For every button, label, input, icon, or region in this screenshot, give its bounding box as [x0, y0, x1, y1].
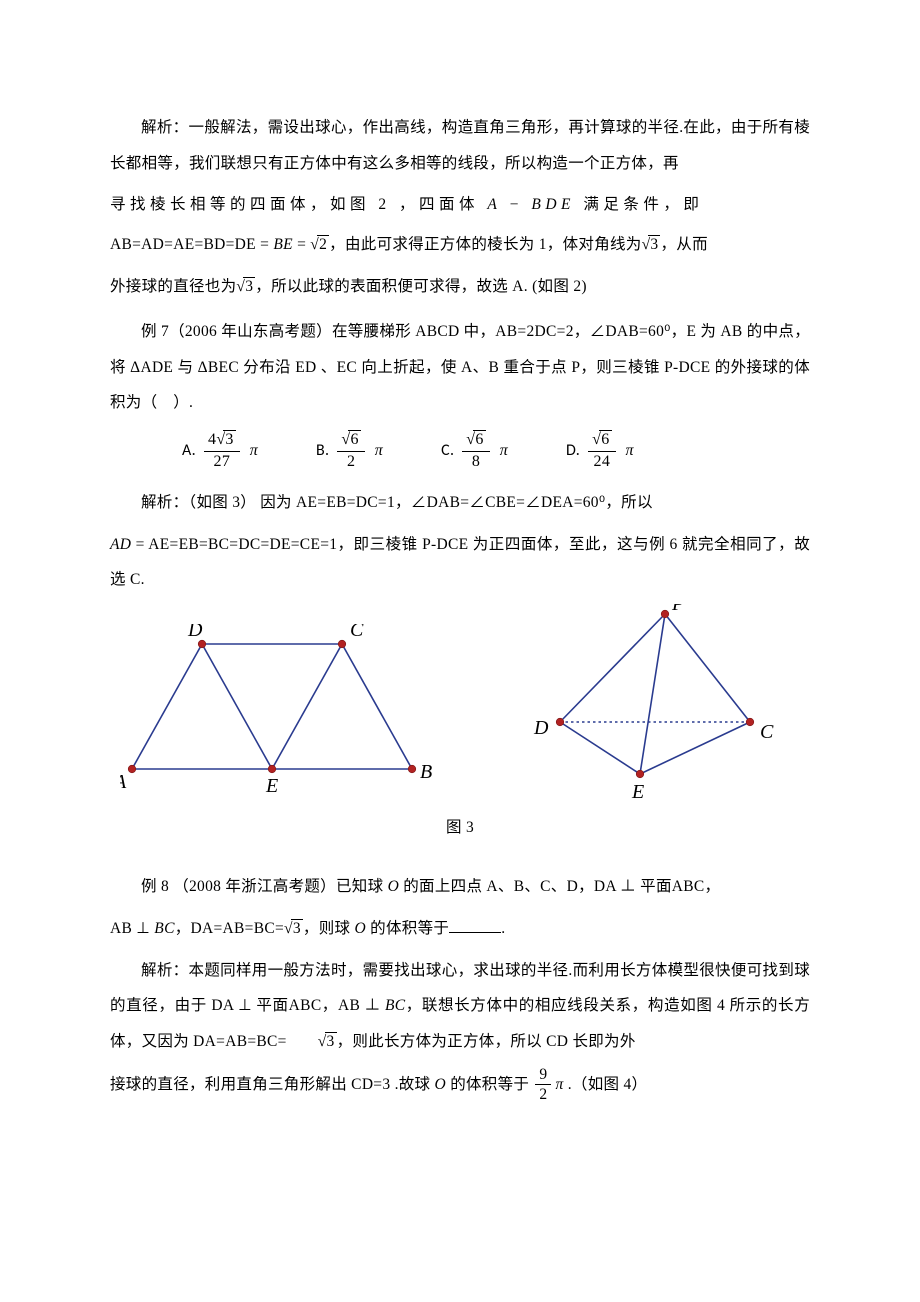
- p4b-mid2: ，则球: [303, 920, 355, 937]
- choice-B-frac: √6 2: [337, 431, 364, 471]
- choice-C-frac: √6 8: [462, 431, 489, 471]
- sqrt-3-a: √3: [642, 227, 661, 263]
- p5a-end2: ，则此长方体为正方体，所以 CD 长即为外: [337, 1033, 636, 1050]
- choice-B-label: B.: [316, 433, 329, 470]
- figure-row: A E B D C P D C E: [110, 604, 810, 804]
- figure-3-caption: 图 3: [110, 810, 810, 846]
- p4b-BC: BC: [154, 920, 174, 937]
- p5a-BC: BC: [385, 997, 405, 1014]
- svg-text:E: E: [631, 781, 645, 803]
- p1b-math-BDE: BDE: [531, 196, 575, 213]
- p4b-prefix: AB ⊥: [110, 920, 154, 937]
- figure-trapezoid: A E B D C: [120, 624, 440, 804]
- p4b-end: 的体积等于: [366, 920, 449, 937]
- p5b-O: O: [435, 1076, 447, 1093]
- choice-B: B. √6 2 π: [316, 431, 383, 471]
- p1b-math-A: A: [487, 196, 501, 213]
- para-example-7: 例 7（2006 年山东高考题）在等腰梯形 ABCD 中，AB=2DC=2，∠D…: [110, 314, 810, 421]
- pi-A: π: [248, 433, 258, 470]
- para-3b: AD = AE=EB=BC=DC=DE=CE=1，即三棱锥 P-DCE 为正四面…: [110, 527, 810, 598]
- para-1c: AB=AD=AE=BD=DE = BE = √2，由此可求得正方体的棱长为 1，…: [110, 227, 810, 263]
- frac-9-2: 9 2: [535, 1066, 551, 1105]
- pi-B: π: [373, 433, 383, 470]
- pi-D: π: [624, 433, 634, 470]
- p5b-mid: 的体积等于: [446, 1076, 529, 1093]
- p1b-prefix: 寻找棱长相等的四面体，如图 2 ，四面体: [110, 196, 487, 213]
- choice-D: D. √6 24 π: [566, 431, 634, 471]
- svg-text:D: D: [533, 717, 549, 739]
- pi-C: π: [498, 433, 508, 470]
- choice-C: C. √6 8 π: [441, 431, 508, 471]
- para-5a: 解析：本题同样用一般方法时，需要找出球心，求出球的半径.而利用长方体模型很快便可…: [110, 953, 810, 1060]
- svg-text:P: P: [671, 604, 685, 615]
- p4b-O2: O: [355, 920, 367, 937]
- p5b-end: .（如图 4）: [564, 1076, 648, 1093]
- sqrt-3-b: √3: [236, 269, 255, 305]
- para-5b: 接球的直径，利用直角三角形解出 CD=3 .故球 O 的体积等于 9 2 π .…: [110, 1066, 810, 1105]
- p1c-BE: BE: [273, 236, 293, 253]
- p1c-prefix: AB=AD=AE=BD=DE =: [110, 236, 273, 253]
- sqrt-3-c: √3: [284, 911, 303, 947]
- choice-D-label: D.: [566, 433, 580, 470]
- svg-text:C: C: [760, 721, 774, 743]
- svg-text:C: C: [350, 624, 364, 641]
- pi-final: π: [553, 1076, 563, 1093]
- p4-mid1: 的面上四点 A、B、C、D，DA ⊥ 平面ABC，: [399, 878, 720, 895]
- p1b-suffix: 满足条件，即: [575, 196, 703, 213]
- choice-A-frac: 4√3 27: [204, 431, 240, 471]
- para-4b: AB ⊥ BC，DA=AB=BC=√3，则球 O 的体积等于.: [110, 911, 810, 947]
- para-1d: 外接球的直径也为√3，所以此球的表面积便可求得，故选 A. (如图 2): [110, 269, 810, 305]
- svg-text:B: B: [420, 761, 433, 783]
- choice-C-label: C.: [441, 433, 454, 470]
- svg-text:E: E: [265, 775, 279, 797]
- figure-tetrahedron: P D C E: [520, 604, 800, 804]
- p1c-eq: =: [293, 236, 310, 253]
- sqrt-2: √2: [310, 227, 329, 263]
- p1d-end: ，所以此球的表面积便可求得，故选 A. (如图 2): [255, 278, 587, 295]
- choice-A-label: A.: [182, 433, 196, 470]
- p1d-prefix: 外接球的直径也为: [110, 278, 236, 295]
- para-1a: 解析：一般解法，需设出球心，作出高线，构造直角三角形，再计算球的半径.在此，由于…: [110, 110, 810, 181]
- p5b-prefix: 接球的直径，利用直角三角形解出 CD=3 .故球: [110, 1076, 435, 1093]
- p4-O1: O: [388, 878, 400, 895]
- p4b-mid: ，DA=AB=BC=: [175, 920, 284, 937]
- p1c-end: ，从而: [660, 236, 707, 253]
- para-1b: 寻找棱长相等的四面体，如图 2 ，四面体 A − BDE 满足条件，即: [110, 187, 810, 223]
- svg-text:D: D: [187, 624, 203, 641]
- choice-A: A. 4√3 27 π: [182, 431, 258, 471]
- p1b-sep: −: [501, 196, 531, 213]
- answer-blank: [449, 917, 501, 934]
- choice-D-frac: √6 24: [588, 431, 615, 471]
- choices-row: A. 4√3 27 π B. √6 2 π C. √6 8 π D. √6 24…: [182, 431, 810, 471]
- p3b-AD: AD: [110, 536, 131, 553]
- p1c-mid: ，由此可求得正方体的棱长为 1，体对角线为: [329, 236, 641, 253]
- sqrt-3-d: √3: [287, 1024, 337, 1060]
- svg-text:A: A: [120, 771, 127, 793]
- p3b-rest: = AE=EB=BC=DC=DE=CE=1，即三棱锥 P-DCE 为正四面体，至…: [110, 536, 810, 589]
- p4-prefix: 例 8 （2008 年浙江高考题）已知球: [141, 878, 388, 895]
- para-example-8: 例 8 （2008 年浙江高考题）已知球 O 的面上四点 A、B、C、D，DA …: [110, 869, 810, 905]
- para-3a: 解析：（如图 3） 因为 AE=EB=DC=1，∠DAB=∠CBE=∠DEA=6…: [110, 485, 810, 521]
